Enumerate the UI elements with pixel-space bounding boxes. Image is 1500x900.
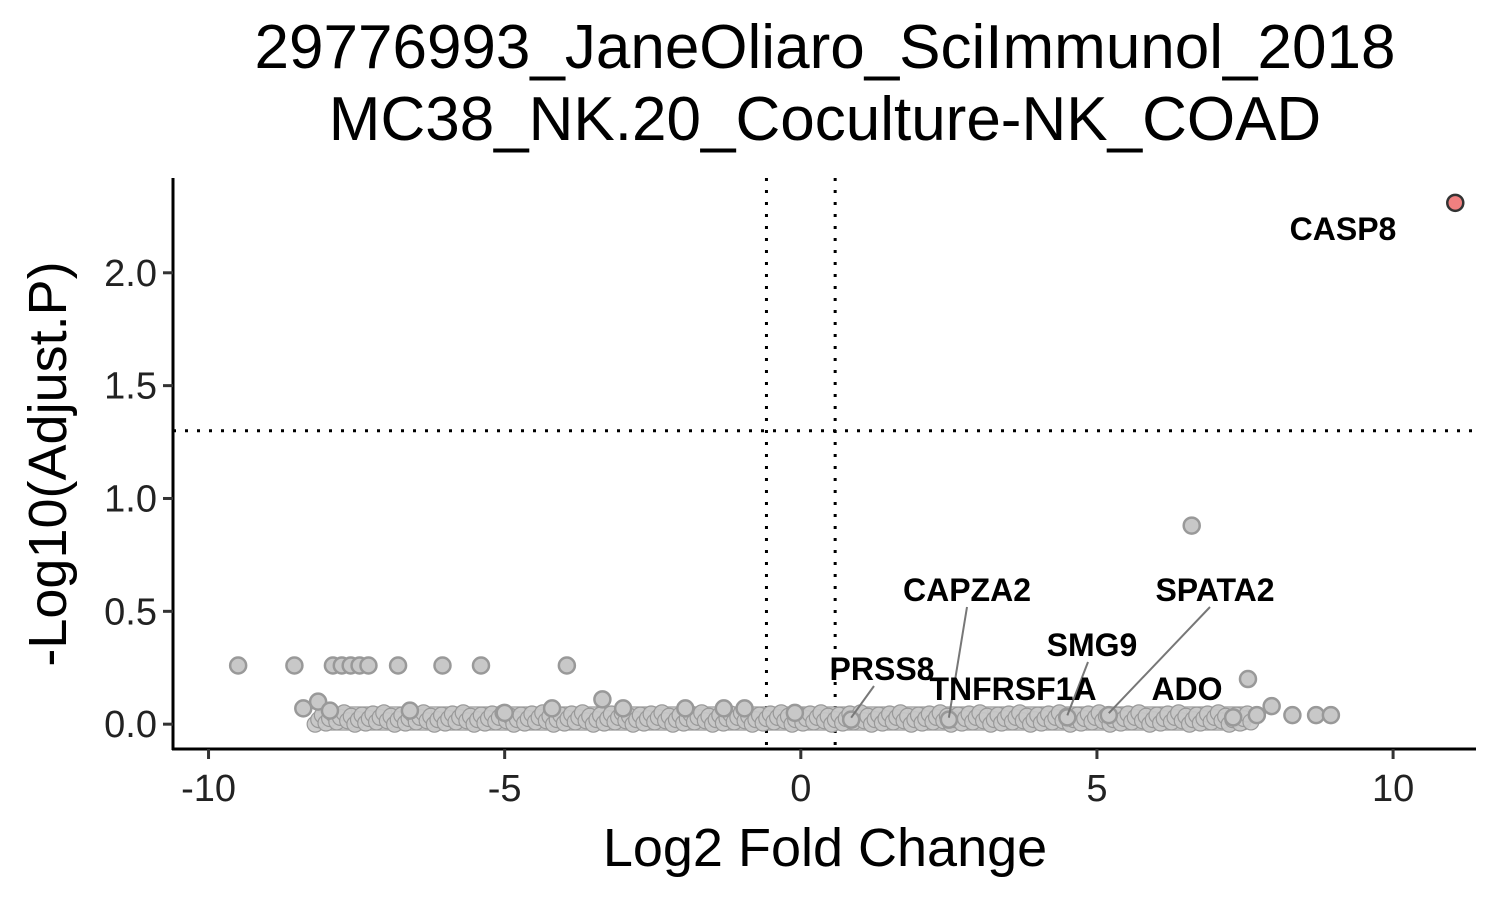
gene-point	[1099, 705, 1119, 725]
gene-point	[359, 656, 378, 675]
gene-point	[285, 656, 304, 675]
gene-point	[471, 656, 491, 675]
gene-label: CAPZA2	[903, 572, 1031, 608]
y-tick-label: 2.0	[104, 253, 157, 295]
chart-title-line-2: MC38_NK.20_Coculture-NK_COAD	[329, 85, 1321, 154]
x-tick-label: 10	[1372, 768, 1414, 810]
y-tick-label: 0.0	[104, 704, 157, 746]
gene-point	[593, 690, 612, 709]
gene-point	[1247, 705, 1267, 725]
x-axis-title: Log2 Fold Change	[603, 818, 1047, 878]
gene-point	[1283, 705, 1302, 725]
gene-point	[1223, 708, 1243, 727]
gene-point	[1238, 669, 1258, 689]
gene-label: ADO	[1151, 671, 1222, 707]
gene-point	[320, 701, 340, 720]
gene-point	[613, 699, 633, 718]
gene-point	[676, 699, 695, 718]
gene-point	[1058, 708, 1077, 727]
gene-point	[400, 701, 420, 720]
gene-point	[542, 699, 562, 718]
label-connector-line	[1108, 606, 1211, 714]
gene-point	[1321, 705, 1341, 725]
significant-gene-point	[1446, 193, 1465, 213]
label-connector-line	[1066, 661, 1089, 716]
gene-point	[228, 656, 248, 675]
gene-point	[1182, 516, 1201, 535]
gene-label: TNFRSF1A	[929, 671, 1096, 707]
gene-point	[294, 699, 313, 718]
gene-label: CASP8	[1290, 211, 1397, 247]
gene-points	[228, 193, 1465, 729]
gene-point	[308, 692, 328, 711]
x-tick-label: 5	[1086, 768, 1107, 810]
gene-point	[495, 703, 514, 723]
gene-label: PRSS8	[830, 651, 935, 687]
x-axis-ticks: -10 -5 0 5 10	[181, 749, 1414, 810]
label-connector-line	[947, 606, 968, 718]
label-connectors	[850, 606, 1211, 719]
gene-label: SPATA2	[1155, 572, 1274, 608]
gene-point	[557, 656, 577, 675]
gene-point	[388, 656, 408, 675]
y-tick-label: 0.5	[104, 591, 157, 633]
nonsignificant-gene-band	[306, 704, 1260, 733]
y-tick-label: 1.5	[104, 366, 157, 408]
x-tick-label: -10	[181, 768, 236, 810]
threshold-lines	[173, 178, 1476, 749]
chart-title-line-1: 29776993_JaneOliaro_SciImmunol_2018	[255, 13, 1396, 82]
x-tick-label: -5	[488, 768, 522, 810]
gene-point	[735, 699, 754, 718]
y-tick-label: 1.0	[104, 478, 157, 520]
gene-label: SMG9	[1047, 627, 1138, 663]
y-axis-title: -Log10(Adjust.P)	[18, 261, 78, 666]
gene-point	[714, 699, 734, 718]
x-tick-label: 0	[790, 768, 811, 810]
gene-point	[1262, 696, 1281, 716]
label-connector-line	[850, 685, 875, 719]
gene-point	[841, 710, 861, 729]
y-axis-ticks: 0.0 0.5 1.0 1.5 2.0	[104, 253, 173, 746]
gene-point	[785, 703, 805, 723]
gene-point	[433, 656, 452, 675]
